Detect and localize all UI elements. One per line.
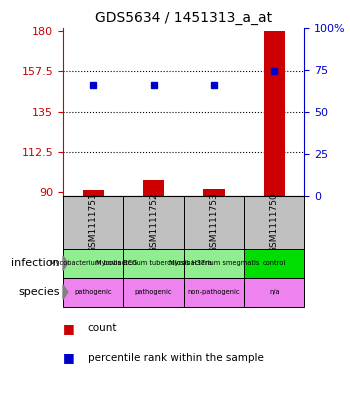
Text: infection: infection bbox=[11, 258, 60, 268]
Bar bbox=[184, 277, 244, 307]
Text: GSM1111752: GSM1111752 bbox=[149, 192, 158, 253]
Text: GSM1111753: GSM1111753 bbox=[209, 192, 218, 253]
Bar bbox=[63, 196, 123, 249]
Bar bbox=[123, 249, 184, 277]
Text: GSM1111750: GSM1111750 bbox=[270, 192, 279, 253]
Text: ■: ■ bbox=[63, 351, 75, 364]
Text: Mycobacterium bovis BCG: Mycobacterium bovis BCG bbox=[50, 260, 137, 266]
Bar bbox=[143, 180, 164, 196]
Text: count: count bbox=[88, 323, 117, 333]
Polygon shape bbox=[63, 285, 68, 299]
Text: non-pathogenic: non-pathogenic bbox=[188, 289, 240, 295]
Bar bbox=[244, 196, 304, 249]
Bar bbox=[83, 190, 104, 196]
Bar bbox=[244, 277, 304, 307]
Text: pathogenic: pathogenic bbox=[75, 289, 112, 295]
Text: Mycobacterium smegmatis: Mycobacterium smegmatis bbox=[169, 260, 259, 266]
Text: pathogenic: pathogenic bbox=[135, 289, 172, 295]
Polygon shape bbox=[63, 256, 68, 270]
Bar bbox=[184, 249, 244, 277]
Text: ■: ■ bbox=[63, 321, 75, 335]
Text: percentile rank within the sample: percentile rank within the sample bbox=[88, 353, 263, 363]
Bar bbox=[63, 277, 123, 307]
Bar bbox=[123, 277, 184, 307]
Bar bbox=[184, 196, 244, 249]
Text: Mycobacterium tuberculosis H37ra: Mycobacterium tuberculosis H37ra bbox=[96, 260, 211, 266]
Text: n/a: n/a bbox=[269, 289, 280, 295]
Text: control: control bbox=[263, 260, 286, 266]
Text: GSM1111751: GSM1111751 bbox=[89, 192, 98, 253]
Bar bbox=[203, 189, 224, 196]
Bar bbox=[63, 249, 123, 277]
Title: GDS5634 / 1451313_a_at: GDS5634 / 1451313_a_at bbox=[95, 11, 272, 25]
Bar bbox=[264, 31, 285, 196]
Text: species: species bbox=[19, 287, 60, 297]
Bar bbox=[244, 249, 304, 277]
Bar bbox=[123, 196, 184, 249]
